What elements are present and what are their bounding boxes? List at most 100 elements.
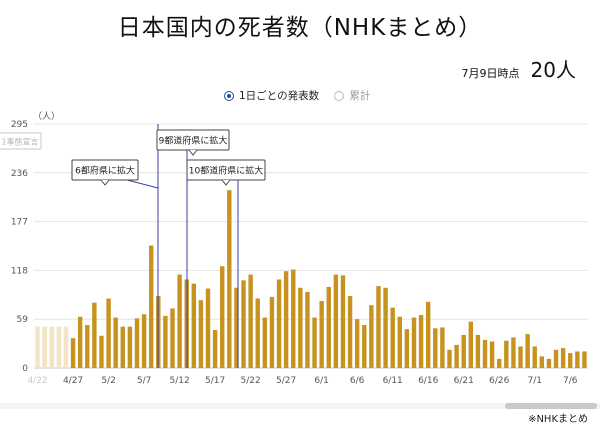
latest-date-label: 7月9日時点: [461, 67, 520, 80]
bar[interactable]: [347, 296, 353, 368]
event-label: 10都道府県に拡大: [189, 165, 263, 177]
x-tick-label: 6/16: [418, 376, 438, 386]
bar[interactable]: [376, 286, 381, 368]
y-tick-label: 118: [11, 266, 28, 276]
bar[interactable]: [276, 279, 282, 369]
x-tick-label: 7/1: [527, 376, 541, 386]
bar[interactable]: [418, 315, 424, 368]
x-tick-label: 4/27: [63, 376, 83, 386]
bar[interactable]: [475, 334, 481, 368]
chart-scrollbar-thumb[interactable]: [505, 403, 597, 409]
bar[interactable]: [575, 351, 580, 368]
bar[interactable]: [141, 314, 147, 368]
bar[interactable]: [191, 283, 197, 368]
bar[interactable]: [369, 305, 374, 368]
bar[interactable]: [269, 296, 275, 368]
bar[interactable]: [305, 291, 310, 368]
bar[interactable]: [312, 317, 317, 368]
bar[interactable]: [425, 301, 431, 368]
bar[interactable]: [440, 327, 445, 368]
bar[interactable]: [489, 341, 495, 368]
bar[interactable]: [390, 307, 395, 368]
bar[interactable]: [319, 301, 324, 368]
bar[interactable]: [77, 316, 83, 368]
bar[interactable]: [560, 348, 566, 368]
bar[interactable]: [163, 315, 168, 368]
bar[interactable]: [291, 269, 296, 368]
bar[interactable]: [106, 298, 111, 368]
bar[interactable]: [511, 337, 516, 368]
bar[interactable]: [518, 346, 523, 368]
bar[interactable]: [568, 353, 573, 368]
y-tick-label: 177: [11, 218, 28, 228]
bar[interactable]: [70, 338, 76, 368]
bar[interactable]: [326, 286, 331, 368]
cumulative-toggle-option[interactable]: 累計: [334, 88, 370, 103]
bar[interactable]: [120, 326, 125, 368]
x-tick-label: 5/27: [276, 376, 296, 386]
bar[interactable]: [148, 245, 154, 368]
bar[interactable]: [234, 287, 239, 368]
bar[interactable]: [35, 326, 40, 368]
x-tick-label: 7/6: [563, 376, 578, 386]
bar[interactable]: [539, 356, 545, 368]
bar[interactable]: [42, 326, 47, 368]
daily-toggle-option[interactable]: 1日ごとの発表数: [224, 88, 319, 103]
bar[interactable]: [262, 317, 268, 368]
event-callout-pointer: [188, 149, 198, 156]
source-note: ※NHKまとめ: [528, 414, 588, 425]
bar[interactable]: [212, 329, 218, 368]
bar[interactable]: [404, 329, 410, 368]
bar[interactable]: [99, 335, 104, 368]
bar[interactable]: [227, 190, 232, 368]
bar[interactable]: [433, 328, 438, 368]
bar[interactable]: [113, 317, 118, 368]
bar[interactable]: [461, 334, 466, 368]
x-tick-label: 5/12: [169, 376, 189, 386]
bar[interactable]: [283, 271, 289, 368]
bar[interactable]: [56, 326, 62, 368]
bar[interactable]: [397, 316, 402, 368]
bar[interactable]: [546, 358, 552, 368]
bar[interactable]: [340, 275, 346, 368]
bar[interactable]: [362, 324, 367, 368]
bar[interactable]: [411, 317, 417, 368]
bar[interactable]: [49, 326, 54, 368]
bar[interactable]: [504, 340, 509, 368]
bar[interactable]: [198, 300, 204, 368]
bar[interactable]: [127, 326, 133, 368]
bar[interactable]: [220, 266, 225, 368]
bar[interactable]: [255, 298, 260, 368]
bar[interactable]: [177, 274, 182, 368]
bar[interactable]: [333, 274, 339, 368]
bar[interactable]: [532, 346, 537, 368]
bar[interactable]: [92, 302, 97, 368]
event-callout-box: [0, 132, 42, 150]
latest-count: 7月9日時点 20人: [461, 54, 576, 83]
bar[interactable]: [241, 280, 246, 368]
chart-scrollbar-track[interactable]: [0, 403, 600, 409]
bar[interactable]: [454, 344, 459, 368]
bar[interactable]: [170, 308, 175, 368]
bar[interactable]: [482, 339, 488, 368]
bar[interactable]: [63, 326, 69, 368]
y-axis-unit-label: （人）: [33, 111, 60, 122]
bar[interactable]: [85, 324, 90, 368]
x-tick-label: 6/1: [314, 376, 328, 386]
bar[interactable]: [447, 349, 452, 368]
x-tick-label: 4/22: [27, 376, 47, 386]
bar[interactable]: [553, 349, 559, 368]
bar[interactable]: [298, 287, 303, 368]
bar[interactable]: [497, 358, 502, 368]
bar[interactable]: [582, 351, 587, 368]
bar[interactable]: [205, 288, 211, 368]
event-label: 6都府県に拡大: [75, 165, 135, 177]
bar[interactable]: [525, 334, 530, 368]
bar[interactable]: [248, 274, 253, 368]
bar[interactable]: [468, 321, 474, 368]
radio-unselected-icon: [334, 90, 345, 101]
bar[interactable]: [134, 318, 140, 368]
bar[interactable]: [354, 319, 360, 368]
y-tick-label: 0: [22, 364, 28, 374]
bar[interactable]: [383, 287, 388, 368]
